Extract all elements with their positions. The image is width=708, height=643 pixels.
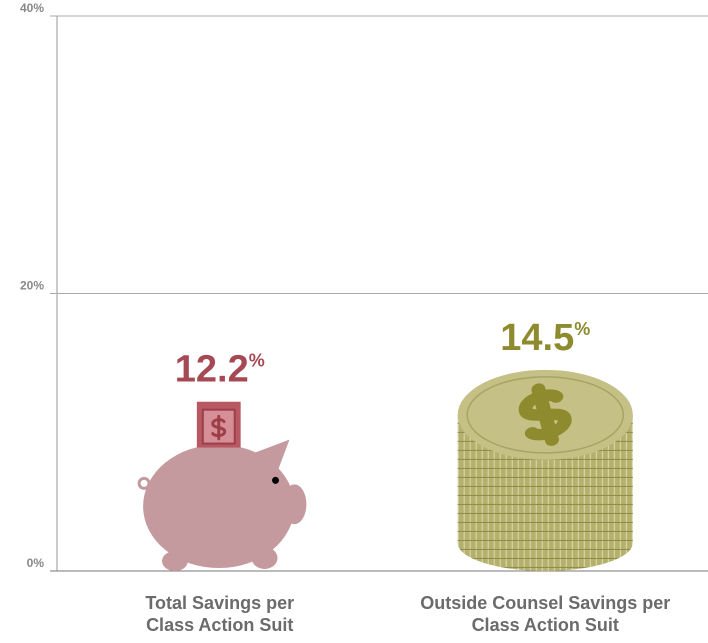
dollar-icon [518, 383, 572, 446]
coin-dollar [518, 383, 572, 446]
pig-snout [282, 484, 307, 525]
pig-ear [252, 439, 290, 480]
value-unit: % [574, 319, 590, 339]
x-tick-label: Outside Counsel Savings per Class Action… [420, 593, 671, 635]
pig-body [143, 444, 295, 569]
value-label: 12.2% [175, 349, 265, 391]
value-number: 12.2 [175, 349, 249, 391]
value-unit: % [249, 350, 265, 370]
y-tick-label: 20% [20, 279, 44, 293]
y-tick-label: 40% [20, 1, 44, 15]
bar [457, 369, 633, 571]
pig-eye [272, 476, 279, 484]
bar [137, 401, 307, 571]
x-tick-label: Total Savings per Class Action Suit [145, 593, 295, 635]
coin-rim [466, 376, 625, 454]
y-tick-label: 0% [27, 556, 45, 570]
dollar-icon [211, 414, 227, 441]
value-number: 14.5 [500, 317, 574, 359]
value-label: 14.5% [500, 317, 590, 359]
